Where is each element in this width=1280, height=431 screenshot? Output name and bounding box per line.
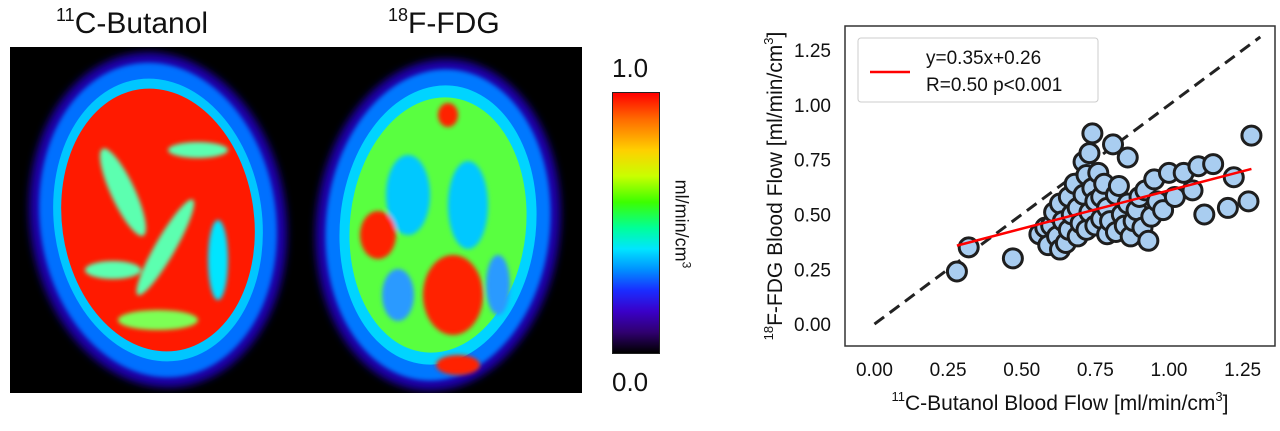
colorbar-min-label: 0.0 [612,367,649,397]
y-tick-label: 1.00 [794,96,831,117]
data-point [1240,124,1263,147]
y-axis-label: 18F-FDG Blood Flow [ml/min/cm3] [761,32,787,341]
data-point [1237,190,1260,213]
x-tick-labels: 0.00 0.25 0.50 0.75 1.00 1.25 [856,360,1261,381]
x-tick-label: 0.25 [930,360,967,381]
data-point [1102,133,1125,156]
y-tick-label: 0.50 [794,205,831,226]
x-tick-label: 0.50 [1003,360,1040,381]
data-point [1116,146,1139,169]
y-tick-label: 0.25 [794,260,831,281]
data-points [945,122,1263,283]
butanol-brain-image [29,52,287,388]
data-point [945,260,968,283]
colorbar [612,92,660,354]
x-tick-label: 1.00 [1150,360,1187,381]
fit-line [956,167,1252,247]
y-tick-labels: 0.00 0.25 0.50 0.75 1.00 1.25 [794,41,831,336]
colorbar-unit-label: ml/min/cm3 [671,179,694,269]
colorbar-max-label: 1.0 [612,53,649,83]
pet-brain-images [10,47,582,393]
data-point [1137,229,1160,252]
legend: y=0.35x+0.26 R=0.50 p<0.001 [857,37,1099,103]
x-axis-label: 11C-Butanol Blood Flow [ml/min/cm3] [891,389,1228,415]
data-point [1078,142,1101,165]
fdg-brain-image [315,59,561,391]
data-point [1202,153,1225,176]
y-tick-label: 0.00 [794,315,831,336]
fdg-image-title: 18F-FDG [388,5,500,40]
scatter-chart: 0.00 0.25 0.50 0.75 1.00 1.25 0.00 0.25 0.50 0.7… [761,25,1276,415]
data-point [1081,122,1104,145]
y-tick-label: 1.25 [794,41,831,62]
legend-line-2: R=0.50 p<0.001 [926,75,1062,96]
identity-line [873,35,1262,326]
data-point [1107,175,1130,197]
y-tick-label: 0.75 [794,151,831,172]
x-tick-label: 0.00 [856,360,893,381]
legend-box [857,37,1099,103]
x-tick-label: 0.75 [1077,360,1114,381]
data-point [1216,196,1239,219]
data-point [1193,203,1216,226]
legend-line-1: y=0.35x+0.26 [926,48,1041,69]
butanol-image-title: 11C-Butanol [56,5,209,40]
x-tick-label: 1.25 [1224,360,1261,381]
data-point [1001,247,1024,270]
